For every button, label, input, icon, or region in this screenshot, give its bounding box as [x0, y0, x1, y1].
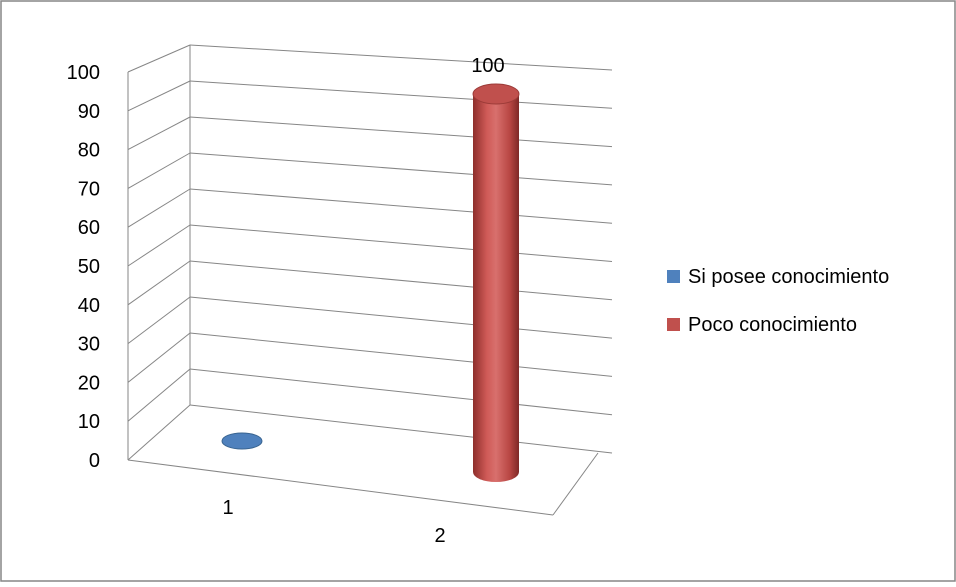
- y-tick-label: 70: [78, 178, 100, 200]
- y-tick-label: 90: [78, 101, 100, 123]
- back-wall-gridline: [189, 44, 613, 71]
- y-tick-label: 10: [78, 411, 100, 433]
- data-label: 100: [471, 55, 504, 77]
- y-tick-label: 100: [67, 62, 100, 84]
- back-wall-gridline: [189, 260, 613, 301]
- back-wall-gridline: [189, 80, 613, 109]
- y-tick-label: 40: [78, 295, 100, 317]
- legend-label: Si posee conocimiento: [688, 266, 889, 288]
- legend-label: Poco conocimiento: [688, 314, 857, 336]
- y-tick-label: 50: [78, 256, 100, 278]
- bar-1-flat: [221, 432, 263, 450]
- side-wall-gridline: [127, 152, 191, 189]
- y-tick-label: 0: [89, 450, 100, 472]
- floor-front-edge: [127, 459, 554, 516]
- back-wall-gridline: [189, 368, 613, 416]
- side-wall-gridline: [127, 368, 191, 422]
- y-tick-label: 80: [78, 140, 100, 162]
- x-category-label: 2: [434, 525, 445, 547]
- back-wall-gridline: [189, 224, 613, 262]
- side-wall-gridline: [127, 44, 191, 73]
- side-wall-gridline: [127, 260, 191, 306]
- back-wall-gridline: [189, 404, 613, 454]
- back-wall-gridline: [189, 116, 613, 148]
- bar-2-body: [473, 94, 519, 482]
- side-wall-gridline: [127, 224, 191, 267]
- legend-swatch: [667, 270, 680, 283]
- back-wall-gridline: [189, 152, 613, 186]
- x-category-label: 1: [222, 497, 233, 519]
- legend-swatch: [667, 318, 680, 331]
- y-tick-label: 20: [78, 372, 100, 394]
- back-wall-gridline: [189, 296, 613, 339]
- side-wall-gridline: [127, 296, 191, 344]
- side-wall-gridline: [127, 332, 191, 383]
- back-wall-gridline: [189, 188, 613, 224]
- bar-2-top: [472, 83, 520, 105]
- y-tick-label: 60: [78, 217, 100, 239]
- side-wall-gridline: [127, 116, 191, 151]
- side-wall-gridline: [127, 404, 191, 461]
- side-wall-gridline: [127, 80, 191, 112]
- y-tick-label: 30: [78, 334, 100, 356]
- back-wall-gridline: [189, 332, 613, 377]
- side-wall-gridline: [127, 188, 191, 228]
- floor-right-edge: [552, 452, 599, 516]
